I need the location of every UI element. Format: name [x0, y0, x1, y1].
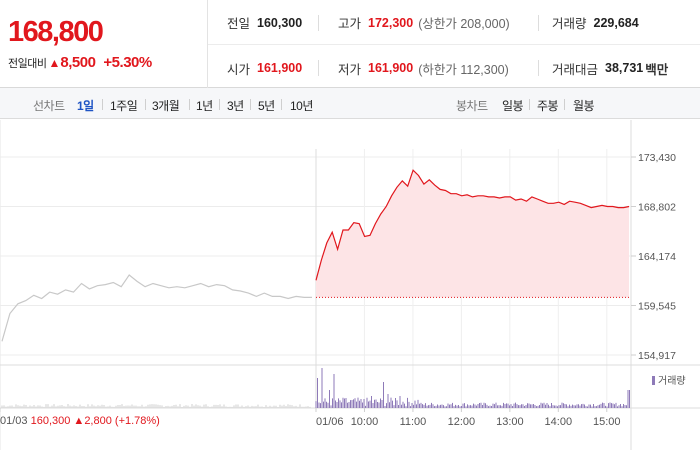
stat-lower-limit: (하한가 112,300): [418, 62, 509, 77]
stat-label: 시가: [227, 62, 251, 77]
series-today-line: [315, 169, 630, 281]
tab-divider: [219, 99, 220, 110]
tab-10-years[interactable]: 10년: [290, 99, 313, 113]
y-tick-label: 168,802: [638, 201, 676, 213]
current-price: 168,800: [8, 16, 104, 48]
tab-monthly-candle[interactable]: 월봉: [573, 99, 595, 113]
candle-chart-label: 봉차트: [456, 99, 488, 113]
y-tick-label: 159,545: [638, 301, 676, 313]
tab-divider: [145, 99, 146, 110]
tab-divider: [564, 99, 565, 110]
prev-close: 160,300: [30, 415, 71, 427]
stat-low: 저가 161,900 (하한가 112,300): [318, 46, 538, 90]
volume-legend: 거래량: [652, 372, 686, 387]
change-value: 8,500: [60, 54, 96, 71]
stat-label: 전일: [227, 17, 251, 31]
stat-label: 거래량: [552, 17, 587, 31]
tab-1-week[interactable]: 1주일: [110, 99, 138, 113]
stat-trade-value: 거래대금 38,731 백만: [538, 46, 700, 90]
tab-divider: [250, 99, 251, 110]
x-tick-label: 13:00: [496, 416, 524, 428]
y-tick-label: 154,917: [638, 350, 676, 362]
series-previous-day-line: [1, 274, 312, 342]
y-tick-label: 164,174: [638, 251, 676, 263]
stat-label: 저가: [338, 62, 362, 77]
tab-weekly-candle[interactable]: 주봉: [537, 99, 559, 113]
stat-upper-limit: (상한가 208,000): [418, 17, 510, 31]
stat-value: 160,300: [257, 15, 303, 30]
stat-volume: 거래량 229,684: [538, 1, 700, 45]
stat-value: 229,684: [593, 15, 639, 30]
tab-1-day[interactable]: 1일: [77, 99, 94, 113]
up-arrow-icon: ▲: [48, 56, 61, 70]
x-tick-label: 11:00: [400, 416, 427, 428]
stat-value: 38,731: [605, 61, 644, 75]
tab-divider: [281, 99, 282, 110]
tab-1-year[interactable]: 1년: [196, 99, 213, 113]
tab-divider: [529, 99, 530, 110]
tab-5-years[interactable]: 5년: [258, 99, 275, 113]
tab-3-months[interactable]: 3개월: [152, 99, 180, 113]
tab-3-years[interactable]: 3년: [227, 99, 244, 113]
price-chart[interactable]: 173,430 168,802 164,174 159,545 154,917 01/06…: [0, 120, 700, 450]
x-tick-label: 10:00: [351, 416, 379, 428]
x-tick-label: 14:00: [545, 416, 573, 428]
stat-value: 172,300: [368, 15, 414, 30]
prev-date: 01/03: [0, 415, 28, 427]
series-today-area: [316, 170, 629, 298]
x-tick-label: 01/06: [316, 416, 344, 428]
stat-high: 고가 172,300 (상한가 208,000): [318, 1, 538, 45]
volume-legend-label: 거래량: [658, 376, 686, 387]
prev-change: 2,800: [84, 415, 112, 427]
change-label: 전일대비: [8, 58, 47, 70]
prev-up-arrow-icon: ▲: [73, 415, 85, 427]
chart-tabs: 선차트 1일 1주일 3개월 1년 3년 5년 10년 봉차트 일봉 주봉 월봉: [0, 88, 700, 119]
line-chart-label: 선차트: [33, 99, 65, 113]
stat-open: 시가 161,900: [208, 46, 318, 90]
quote-summary: 168,800 전일대비 ▲8,500 +5.30% 전일 160,300 고가 1…: [0, 0, 700, 88]
tab-divider: [102, 99, 103, 110]
stat-unit: 백만: [645, 62, 669, 77]
stats-row: 시가 161,900 저가 161,900 (하한가 112,300) 거래대금…: [208, 46, 700, 90]
stat-prev-close: 전일 160,300: [208, 1, 318, 45]
prev-percent: (+1.78%): [114, 415, 160, 427]
previous-day-summary: 01/03 160,300 ▲2,800 (+1.78%): [0, 415, 160, 427]
stats-row: 전일 160,300 고가 172,300 (상한가 208,000) 거래량 …: [208, 1, 700, 45]
y-tick-label: 173,430: [638, 152, 676, 164]
stat-label: 거래대금: [552, 62, 599, 77]
volume-swatch: [652, 376, 655, 385]
stat-value: 161,900: [368, 61, 414, 75]
stat-value: 161,900: [257, 61, 303, 75]
change-percent: +5.30%: [103, 54, 152, 71]
stats-table: 전일 160,300 고가 172,300 (상한가 208,000) 거래량 …: [208, 0, 700, 88]
price-box: 168,800 전일대비 ▲8,500 +5.30%: [0, 0, 208, 88]
stat-label: 고가: [338, 17, 362, 31]
tab-daily-candle[interactable]: 일봉: [502, 99, 524, 113]
x-tick-label: 12:00: [448, 416, 476, 428]
x-tick-label: 15:00: [593, 416, 621, 428]
tab-divider: [189, 99, 190, 110]
chart-canvas[interactable]: 173,430 168,802 164,174 159,545 154,917 01/06…: [0, 120, 700, 450]
price-change: 전일대비 ▲8,500 +5.30%: [8, 54, 152, 71]
